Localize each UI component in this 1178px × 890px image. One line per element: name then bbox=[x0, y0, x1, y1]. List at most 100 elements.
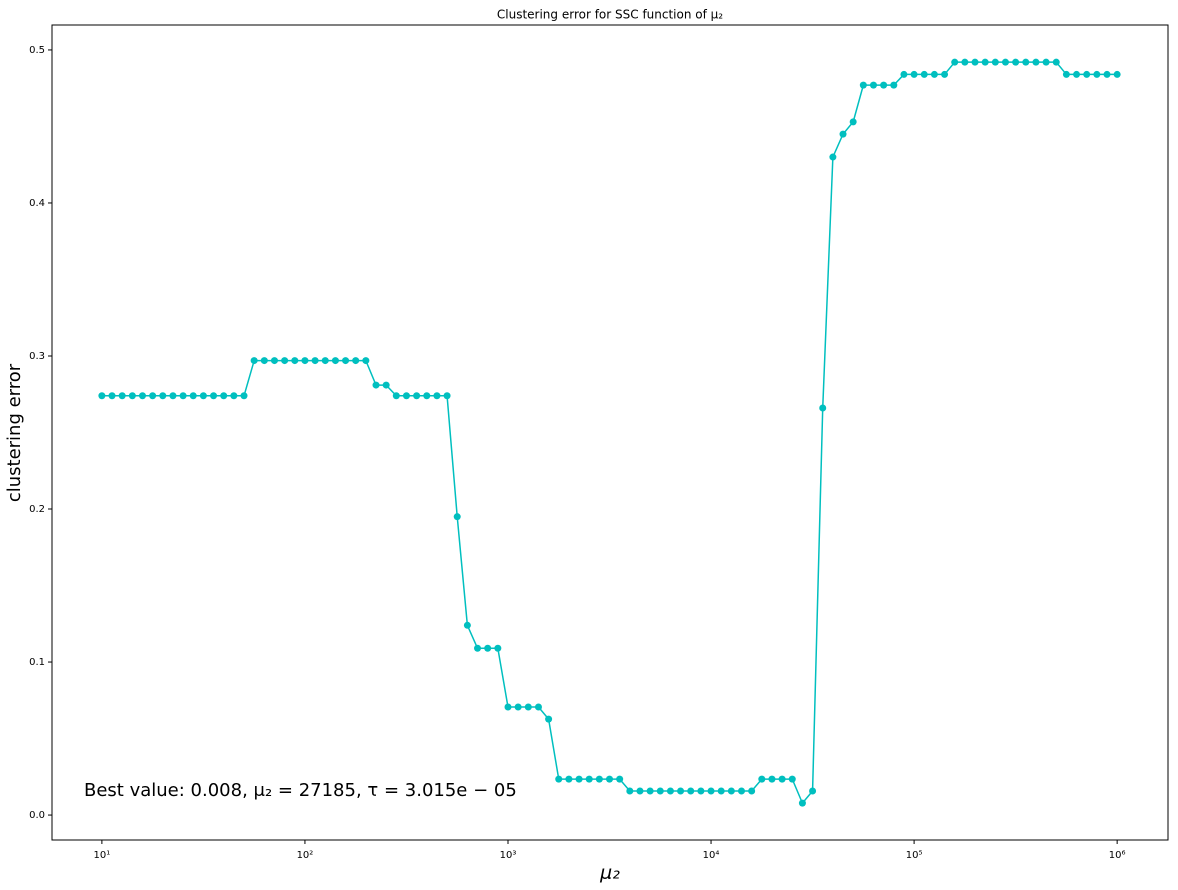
data-point bbox=[372, 381, 380, 389]
data-point bbox=[281, 357, 289, 365]
data-point bbox=[331, 357, 339, 365]
data-point bbox=[606, 775, 614, 783]
data-point bbox=[179, 392, 187, 400]
data-point bbox=[961, 58, 969, 66]
data-point bbox=[575, 775, 583, 783]
data-point bbox=[809, 787, 817, 795]
data-point bbox=[687, 787, 695, 795]
y-tick-label: 0.0 bbox=[29, 810, 45, 821]
data-point bbox=[717, 787, 725, 795]
data-point bbox=[159, 392, 167, 400]
data-point bbox=[768, 775, 776, 783]
x-tick-label: 10¹ bbox=[94, 850, 111, 861]
x-tick-label: 10⁴ bbox=[703, 850, 720, 861]
data-point bbox=[230, 392, 238, 400]
data-point bbox=[646, 787, 654, 795]
data-point bbox=[291, 357, 299, 365]
data-point bbox=[626, 787, 634, 795]
data-point bbox=[555, 775, 563, 783]
data-point bbox=[311, 357, 319, 365]
data-point bbox=[829, 153, 837, 161]
data-point bbox=[453, 513, 461, 521]
data-point bbox=[910, 70, 918, 78]
data-point bbox=[250, 357, 258, 365]
y-tick-label: 0.3 bbox=[29, 351, 45, 362]
data-point bbox=[382, 381, 390, 389]
data-point bbox=[463, 621, 471, 629]
data-point bbox=[951, 58, 959, 66]
data-point bbox=[260, 357, 268, 365]
data-point bbox=[189, 392, 197, 400]
x-tick-label: 10³ bbox=[500, 850, 517, 861]
data-point bbox=[595, 775, 603, 783]
data-point bbox=[677, 787, 685, 795]
data-point bbox=[433, 392, 441, 400]
data-point bbox=[880, 81, 888, 89]
data-point bbox=[758, 775, 766, 783]
data-point bbox=[697, 787, 705, 795]
y-tick-label: 0.5 bbox=[29, 45, 45, 56]
data-point bbox=[138, 392, 146, 400]
data-point bbox=[1093, 70, 1101, 78]
data-point bbox=[484, 644, 492, 652]
data-point bbox=[1012, 58, 1020, 66]
data-point bbox=[1062, 70, 1070, 78]
data-point bbox=[118, 392, 126, 400]
data-point bbox=[1103, 70, 1111, 78]
data-point bbox=[514, 703, 522, 711]
data-point bbox=[240, 392, 248, 400]
data-point bbox=[301, 357, 309, 365]
data-point bbox=[413, 392, 421, 400]
data-point bbox=[402, 392, 410, 400]
data-point bbox=[869, 81, 877, 89]
data-point bbox=[707, 787, 715, 795]
data-point bbox=[392, 392, 400, 400]
data-point bbox=[971, 58, 979, 66]
data-point bbox=[1052, 58, 1060, 66]
data-point bbox=[839, 130, 847, 138]
y-tick-label: 0.4 bbox=[29, 198, 45, 209]
data-point bbox=[798, 799, 806, 807]
data-point bbox=[737, 787, 745, 795]
data-point bbox=[1073, 70, 1081, 78]
data-point bbox=[270, 357, 278, 365]
data-point bbox=[859, 81, 867, 89]
data-point bbox=[98, 392, 106, 400]
data-point bbox=[210, 392, 218, 400]
data-point bbox=[524, 703, 532, 711]
data-point bbox=[778, 775, 786, 783]
data-point bbox=[169, 392, 177, 400]
data-point bbox=[636, 787, 644, 795]
data-point bbox=[900, 70, 908, 78]
plot-frame bbox=[51, 24, 1169, 841]
annotation: Best value: 0.008, μ₂ = 27185, τ = 3.015… bbox=[84, 780, 517, 801]
data-point bbox=[362, 357, 370, 365]
data-point bbox=[352, 357, 360, 365]
data-point bbox=[534, 703, 542, 711]
data-line bbox=[101, 61, 1118, 805]
data-point bbox=[616, 775, 624, 783]
data-point bbox=[474, 644, 482, 652]
data-point bbox=[494, 644, 502, 652]
data-point bbox=[199, 392, 207, 400]
data-point bbox=[443, 392, 451, 400]
data-point bbox=[656, 787, 664, 795]
data-point bbox=[1042, 58, 1050, 66]
data-point bbox=[788, 775, 796, 783]
y-axis-label: clustering error bbox=[4, 363, 25, 502]
y-tick-label: 0.2 bbox=[29, 504, 45, 515]
data-point bbox=[220, 392, 228, 400]
data-point bbox=[1083, 70, 1091, 78]
data-point bbox=[1022, 58, 1030, 66]
data-point bbox=[727, 787, 735, 795]
data-point bbox=[981, 58, 989, 66]
data-point bbox=[149, 392, 157, 400]
data-point bbox=[423, 392, 431, 400]
data-point bbox=[748, 787, 756, 795]
data-point bbox=[504, 703, 512, 711]
data-point bbox=[108, 392, 116, 400]
data-point bbox=[585, 775, 593, 783]
x-axis-label: μ₂ bbox=[599, 862, 620, 884]
data-point bbox=[941, 70, 949, 78]
